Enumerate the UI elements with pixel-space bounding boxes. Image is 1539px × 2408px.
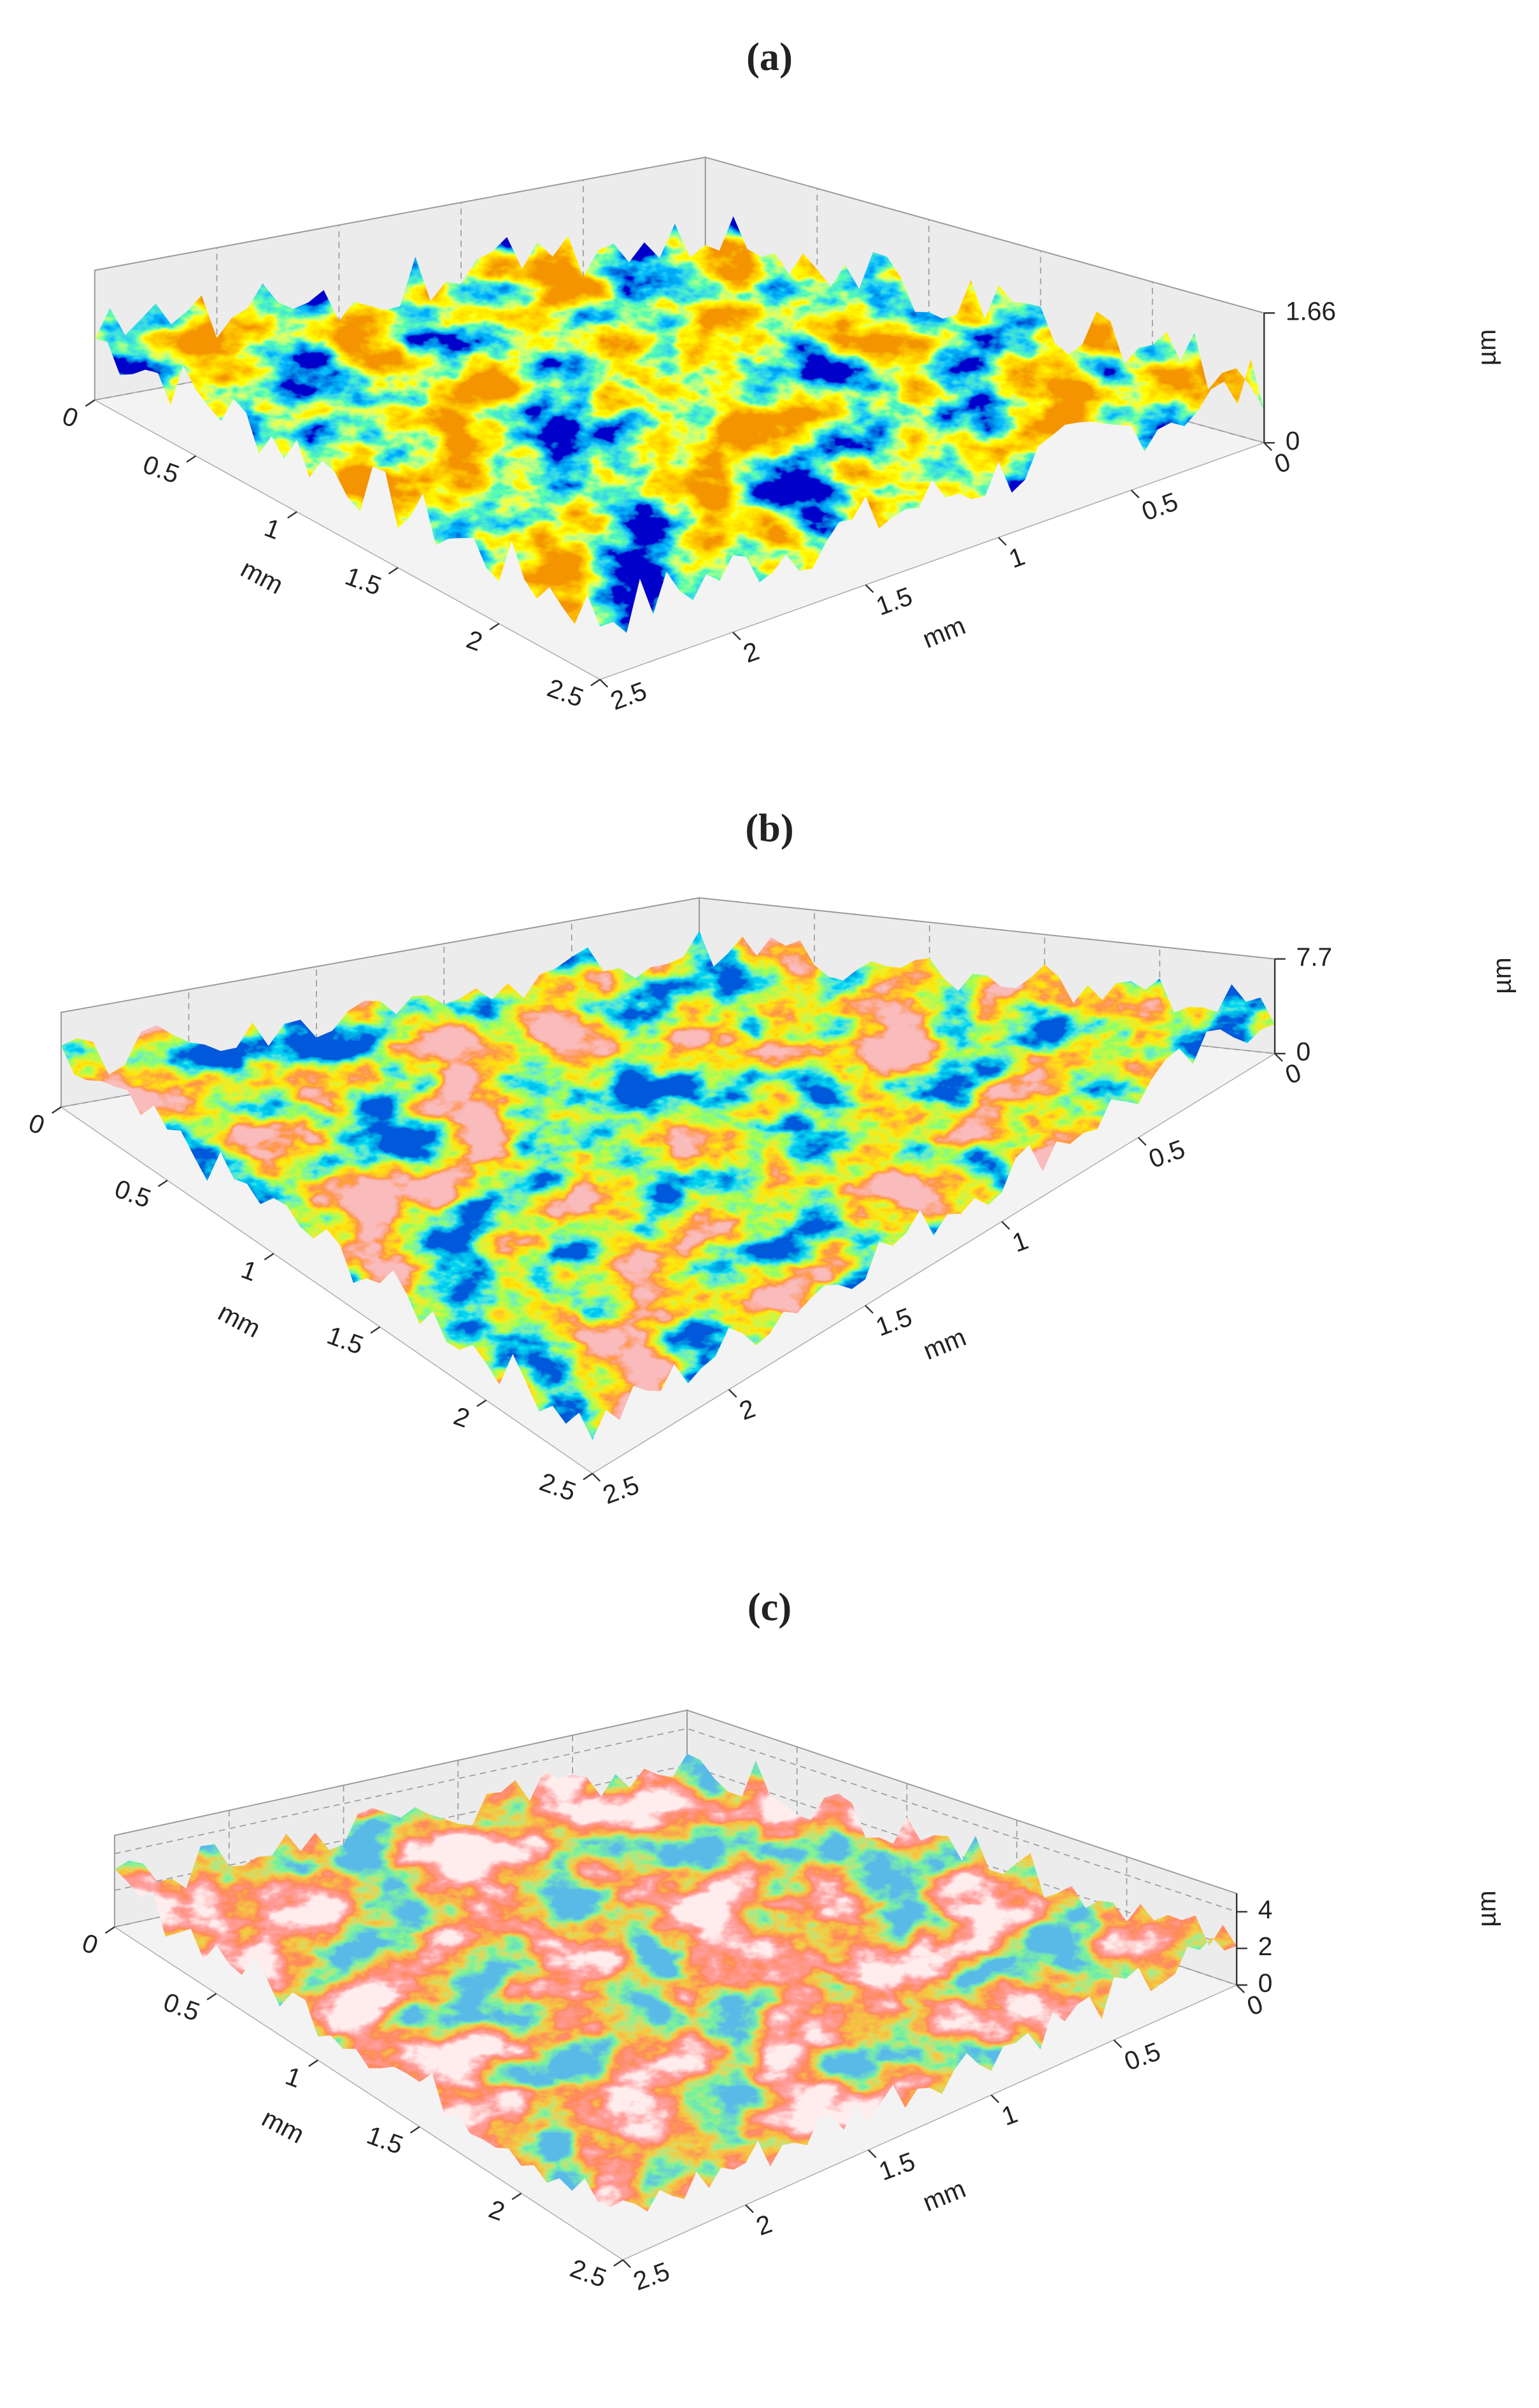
y-tick	[1274, 1053, 1283, 1062]
y-tick	[592, 1472, 601, 1482]
y-tick-label: 2.5	[599, 1470, 643, 1510]
x-tick	[409, 2126, 420, 2134]
y-tick	[1137, 1137, 1147, 1146]
x-tick	[370, 1326, 381, 1334]
y-tick	[868, 2149, 877, 2158]
y-axis-label: mm	[918, 611, 969, 654]
y-tick	[998, 537, 1007, 546]
y-tick-label: 0.5	[1121, 2037, 1165, 2077]
y-tick-label: 1.5	[872, 1302, 916, 1342]
x-tick	[206, 1993, 217, 2000]
x-tick-label: 1	[238, 1255, 261, 1287]
y-tick	[865, 584, 874, 594]
y-tick	[599, 679, 609, 688]
x-tick	[511, 2192, 522, 2200]
y-tick-label: 0.5	[1138, 487, 1182, 527]
y-tick	[732, 631, 741, 641]
x-tick	[85, 399, 96, 407]
x-axis-label: mm	[236, 553, 288, 599]
surface	[61, 930, 1275, 1440]
x-tick-label: 0	[59, 401, 82, 433]
y-tick	[1236, 1984, 1245, 1993]
x-tick-label: 1.5	[341, 561, 385, 601]
x-tick-label: 0.5	[111, 1174, 155, 1214]
x-tick	[157, 1179, 168, 1187]
z-tick-label: 0	[1296, 1037, 1311, 1066]
z-tick-label: 1.66	[1286, 296, 1336, 325]
y-tick-label: 2	[735, 1393, 759, 1426]
x-tick-label: 0.5	[160, 1987, 204, 2027]
x-tick	[590, 678, 601, 687]
x-tick-label: 0.5	[139, 449, 183, 489]
x-tick-label: 1.5	[363, 2120, 407, 2160]
x-tick	[583, 1472, 593, 1481]
x-tick	[476, 1399, 487, 1407]
x-tick	[264, 1253, 274, 1261]
y-tick	[990, 2094, 1000, 2104]
y-tick-label: 1.5	[875, 2146, 919, 2186]
panel-title: (c)	[748, 1585, 791, 1629]
x-tick-label: 0	[78, 1928, 102, 1960]
y-tick-label: 2	[752, 2209, 776, 2241]
surface	[94, 216, 1265, 633]
panel-title: (a)	[746, 35, 793, 79]
x-tick	[51, 1106, 62, 1114]
z-tick-label: 2	[1258, 1932, 1273, 1961]
y-tick-label: 1	[998, 2098, 1021, 2131]
y-tick-label: 1	[1005, 541, 1028, 574]
x-tick-label: 2	[463, 624, 486, 657]
x-tick-label: 1	[260, 513, 284, 545]
x-tick-label: 2.5	[536, 1467, 580, 1507]
z-axis-label: µm	[1487, 957, 1517, 994]
grid-line	[60, 897, 1275, 1013]
x-tick-label: 2	[450, 1401, 474, 1434]
z-tick-label: 0	[1258, 1969, 1273, 1998]
y-tick	[1263, 442, 1273, 452]
x-tick	[104, 1926, 115, 1934]
y-axis-label: mm	[919, 2174, 970, 2217]
z-tick-label: 0	[1286, 426, 1300, 455]
y-tick-label: 1.5	[872, 581, 916, 622]
grid-line	[114, 1728, 1237, 1913]
y-tick	[1130, 489, 1140, 499]
y-tick	[622, 2259, 632, 2269]
x-tick	[489, 623, 500, 630]
y-tick	[728, 1388, 737, 1398]
panel-title: (b)	[745, 806, 793, 850]
x-tick	[613, 2259, 623, 2267]
x-tick-label: 1	[281, 2061, 305, 2093]
y-tick	[1001, 1221, 1011, 1230]
z-axis-label: µm	[1472, 1890, 1501, 1927]
x-tick	[186, 455, 197, 463]
y-tick	[865, 1305, 874, 1314]
y-tick	[1113, 2039, 1123, 2049]
x-tick	[388, 567, 399, 575]
y-tick-label: 0.5	[1145, 1134, 1189, 1174]
x-axis-label: mm	[213, 1297, 266, 1343]
z-axis-label: µm	[1472, 329, 1501, 366]
y-tick-label: 2.5	[607, 676, 651, 716]
x-tick	[308, 2059, 318, 2067]
x-axis-label: mm	[257, 2103, 309, 2149]
x-tick-label: 2.5	[544, 673, 588, 713]
y-axis-label: mm	[919, 1322, 970, 1365]
x-tick	[287, 511, 297, 519]
y-tick-label: 1	[1009, 1225, 1032, 1258]
surface	[114, 1753, 1237, 2212]
y-tick-label: 2.5	[630, 2256, 674, 2297]
x-tick-label: 2	[485, 2194, 509, 2226]
y-tick	[745, 2204, 754, 2213]
z-tick-label: 4	[1258, 1895, 1273, 1925]
x-tick-label: 1.5	[323, 1320, 367, 1360]
x-tick-label: 0	[25, 1108, 48, 1140]
y-tick-label: 2	[739, 636, 763, 669]
x-tick-label: 2.5	[567, 2253, 611, 2293]
z-tick-label: 7.7	[1296, 942, 1333, 971]
